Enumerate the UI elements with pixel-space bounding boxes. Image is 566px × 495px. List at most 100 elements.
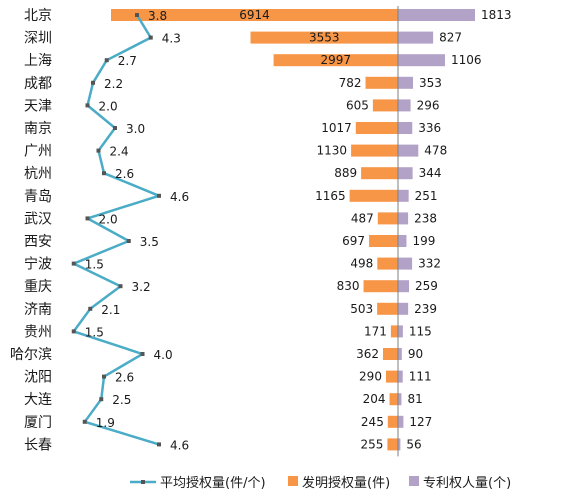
average-value-label: 4.3 <box>162 32 181 46</box>
patentee-bar <box>398 393 402 406</box>
invention-grants-bars <box>111 9 398 451</box>
patentee-bar <box>398 370 403 383</box>
invention-value-label: 605 <box>346 98 369 112</box>
invention-bar <box>361 167 398 180</box>
invention-bar <box>250 31 398 44</box>
legend-label-invention: 发明授权量(件) <box>302 475 390 491</box>
category-label: 大连 <box>24 392 52 408</box>
average-value-label: 3.2 <box>132 280 151 294</box>
patentee-count-bars <box>398 9 475 451</box>
patentee-value-label: 90 <box>408 347 423 361</box>
average-point <box>135 13 139 17</box>
patentee-bar <box>398 257 413 270</box>
category-label: 哈尔滨 <box>10 347 52 363</box>
invention-bar <box>349 189 398 202</box>
category-label: 杭州 <box>24 166 52 182</box>
average-point <box>82 419 87 424</box>
average-grants-line <box>71 13 161 447</box>
average-point <box>91 80 95 85</box>
patentee-value-label: 478 <box>424 144 447 158</box>
invention-bar <box>369 235 398 247</box>
invention-value-label: 6914 <box>239 8 270 22</box>
invention-value-label: 204 <box>363 392 386 406</box>
invention-value-label: 3553 <box>309 31 340 45</box>
average-point <box>157 193 161 198</box>
average-point <box>113 126 117 130</box>
category-label: 长春 <box>24 437 52 453</box>
patentee-value-label: 115 <box>409 324 432 338</box>
invention-bar <box>111 9 398 21</box>
average-value-label: 3.8 <box>148 9 167 23</box>
invention-bar <box>389 393 398 406</box>
patentee-bar <box>398 167 413 180</box>
patentee-value-label: 1106 <box>451 53 482 67</box>
category-label: 南京 <box>24 121 52 137</box>
category-label: 深圳 <box>24 31 52 47</box>
average-value-label: 2.6 <box>115 371 134 385</box>
average-point <box>71 261 76 266</box>
category-label: 济南 <box>24 302 52 318</box>
patentee-bar <box>398 122 413 134</box>
average-point <box>148 35 153 40</box>
invention-value-label: 503 <box>350 302 373 316</box>
invention-value-label: 245 <box>361 415 384 429</box>
invention-value-label: 1017 <box>321 121 352 135</box>
patentee-bar <box>398 31 434 44</box>
invention-value-label: 487 <box>351 211 374 225</box>
category-label: 西安 <box>24 234 52 250</box>
patentee-value-label: 1813 <box>481 8 512 22</box>
average-point <box>104 58 109 63</box>
legend-label-patentee: 专利权人量(个) <box>423 475 511 491</box>
invention-value-label: 498 <box>350 257 373 271</box>
average-value-label: 2.0 <box>99 212 118 226</box>
average-value-label: 2.4 <box>110 145 129 159</box>
average-point <box>102 171 106 176</box>
average-value-label: 2.0 <box>99 99 118 113</box>
category-label: 天津 <box>24 98 52 114</box>
average-value-label: 2.1 <box>101 303 120 317</box>
patentee-value-label: 251 <box>415 189 438 203</box>
category-label: 宁波 <box>24 256 52 273</box>
category-label: 重庆 <box>24 279 52 295</box>
invention-value-label: 830 <box>337 279 360 293</box>
invention-bar <box>363 280 398 293</box>
patentee-value-label: 81 <box>407 392 422 406</box>
patentee-value-label: 127 <box>409 415 432 429</box>
average-point <box>102 374 106 379</box>
invention-bar <box>382 348 398 360</box>
patentee-value-label: 336 <box>418 121 441 135</box>
average-value-label: 2.7 <box>118 54 137 68</box>
category-label: 青岛 <box>24 189 52 205</box>
invention-value-label: 171 <box>364 324 387 338</box>
patentee-bar <box>398 144 419 157</box>
average-point <box>140 352 145 356</box>
invention-value-label: 697 <box>342 234 365 248</box>
category-label: 北京 <box>24 8 52 24</box>
patentee-bar <box>398 9 475 21</box>
average-value-label: 4.6 <box>170 190 189 204</box>
patentee-value-label: 827 <box>439 31 462 45</box>
invention-bar <box>365 76 398 89</box>
average-point <box>71 329 76 334</box>
category-labels: 北京深圳上海成都天津南京广州杭州青岛武汉西安宁波重庆济南贵州哈尔滨沈阳大连厦门长… <box>10 8 52 453</box>
invention-value-label: 290 <box>359 370 382 384</box>
average-line-path <box>72 14 161 446</box>
patentee-value-label: 296 <box>417 98 440 112</box>
patentee-bar <box>398 348 402 360</box>
category-label: 武汉 <box>24 211 52 227</box>
data-labels: 6914 1813 3553 827 2997 1106 782 353 605 296 1017 3… <box>85 8 512 452</box>
average-point <box>96 148 101 153</box>
category-label: 广州 <box>24 144 52 160</box>
patentee-value-label: 344 <box>419 166 442 180</box>
patentee-bar <box>398 189 409 202</box>
legend-item-patentee: 专利权人量(个) <box>409 475 511 491</box>
average-value-label: 3.0 <box>126 122 145 136</box>
category-label: 上海 <box>24 53 52 69</box>
legend-label-average: 平均授权量(件/个) <box>160 475 266 491</box>
legend-item-average: 平均授权量(件/个) <box>130 475 266 491</box>
invention-value-label: 782 <box>339 76 362 90</box>
category-label: 沈阳 <box>24 370 52 386</box>
invention-value-label: 255 <box>361 437 384 451</box>
invention-bar <box>273 54 398 67</box>
legend-item-invention: 发明授权量(件) <box>288 475 390 491</box>
